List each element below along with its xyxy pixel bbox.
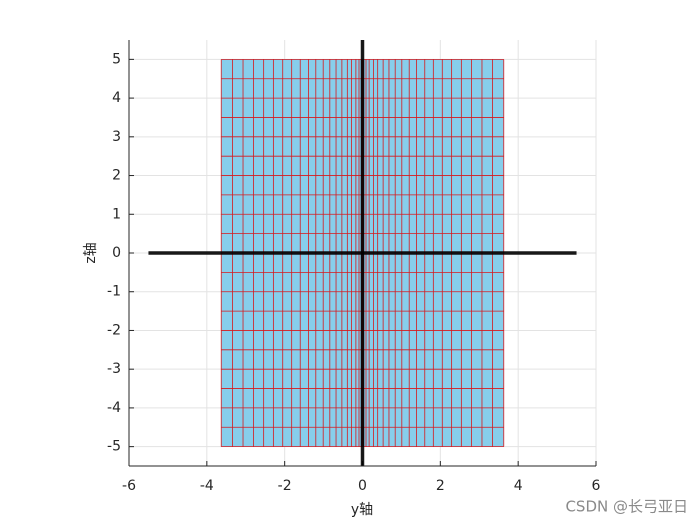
- y-tick-label: 5: [112, 51, 121, 67]
- watermark: CSDN @长弓亚日: [565, 498, 688, 516]
- y-tick-label: 3: [112, 129, 121, 145]
- y-tick-label: -5: [107, 439, 121, 455]
- x-tick-label: 6: [592, 478, 601, 494]
- x-tick-label: 2: [436, 478, 445, 494]
- y-tick-label: 0: [112, 245, 121, 261]
- y-tick-label: 4: [112, 90, 121, 106]
- y-tick-label: 1: [112, 206, 121, 222]
- y-tick-label: -1: [107, 284, 121, 300]
- x-tick-label: 4: [514, 478, 523, 494]
- y-tick-label: -3: [107, 361, 121, 377]
- x-axis-label: y轴: [351, 502, 373, 518]
- y-tick-label: -4: [107, 400, 121, 416]
- y-tick-label: 2: [112, 168, 121, 184]
- x-tick-label: -6: [122, 478, 136, 494]
- y-axis-label: z轴: [83, 242, 99, 263]
- x-tick-label: -2: [278, 478, 292, 494]
- x-tick-label: 0: [358, 478, 367, 494]
- x-tick-label: -4: [200, 478, 214, 494]
- y-tick-label: -2: [107, 322, 121, 338]
